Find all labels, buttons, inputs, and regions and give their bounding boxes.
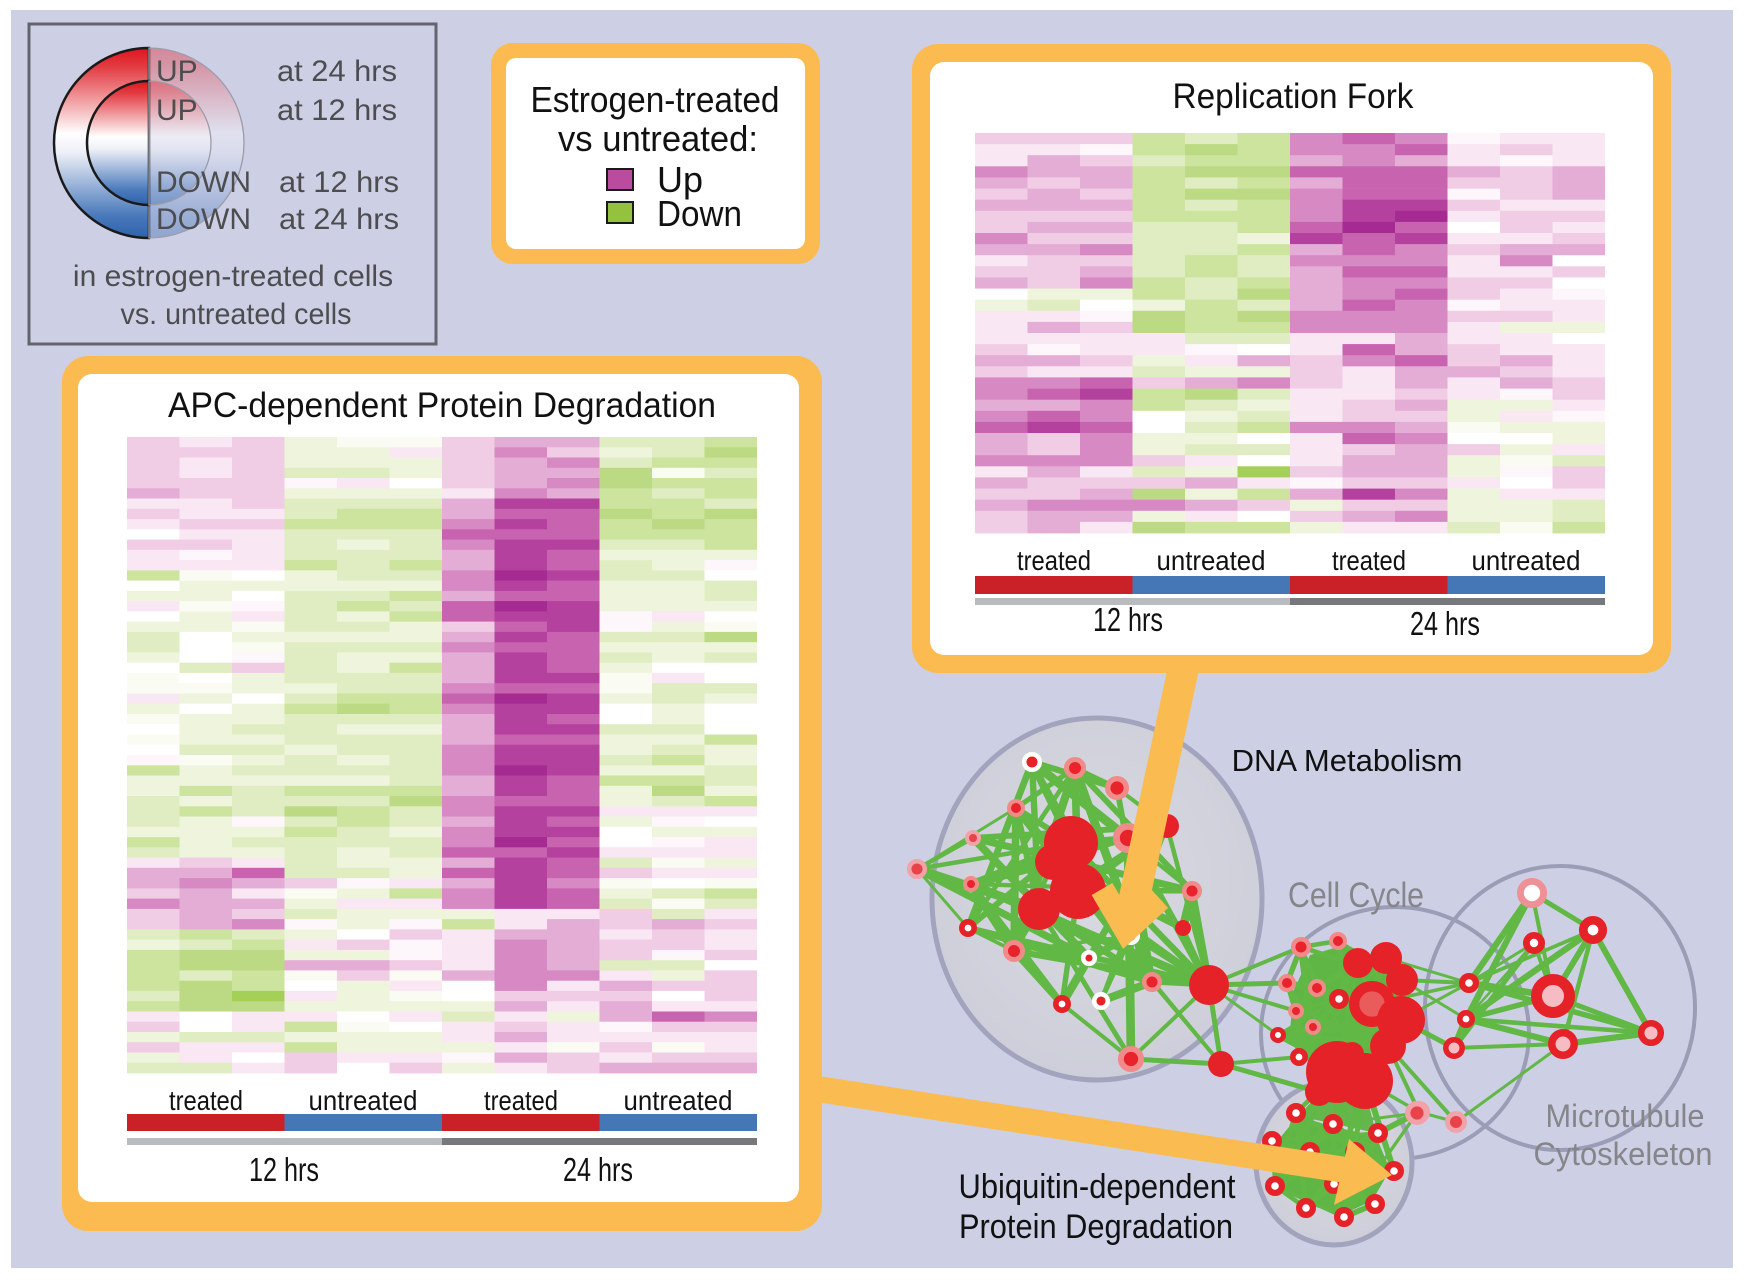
svg-text:vs. untreated cells: vs. untreated cells <box>121 298 352 331</box>
svg-text:treated: treated <box>1332 545 1406 576</box>
svg-text:Replication Fork: Replication Fork <box>1173 77 1414 116</box>
svg-text:Ubiquitin-dependent: Ubiquitin-dependent <box>959 1168 1237 1206</box>
svg-text:untreated: untreated <box>309 1085 418 1116</box>
svg-text:12 hrs: 12 hrs <box>1093 601 1163 638</box>
svg-text:Cell Cycle: Cell Cycle <box>1288 876 1424 915</box>
svg-text:untreated: untreated <box>624 1085 733 1116</box>
svg-text:at 24 hrs: at 24 hrs <box>277 55 397 88</box>
svg-text:DOWN: DOWN <box>156 166 251 199</box>
svg-text:UP: UP <box>156 94 198 127</box>
svg-text:treated: treated <box>169 1085 243 1116</box>
svg-text:Estrogen-treated: Estrogen-treated <box>531 79 780 120</box>
svg-text:in estrogen-treated cells: in estrogen-treated cells <box>73 260 393 293</box>
svg-text:12 hrs: 12 hrs <box>249 1151 319 1188</box>
svg-text:Protein Degradation: Protein Degradation <box>959 1208 1233 1246</box>
svg-text:24 hrs: 24 hrs <box>563 1151 633 1188</box>
svg-text:untreated: untreated <box>1157 545 1266 576</box>
svg-text:Up: Up <box>657 159 703 200</box>
svg-text:Cytoskeleton: Cytoskeleton <box>1534 1136 1713 1172</box>
svg-text:treated: treated <box>484 1085 558 1116</box>
svg-text:APC-dependent Protein Degradat: APC-dependent Protein Degradation <box>168 386 716 425</box>
svg-text:untreated: untreated <box>1472 545 1581 576</box>
svg-text:DNA Metabolism: DNA Metabolism <box>1232 743 1463 778</box>
svg-text:24 hrs: 24 hrs <box>1410 605 1480 642</box>
svg-text:at 12 hrs: at 12 hrs <box>277 94 397 127</box>
svg-text:Down: Down <box>657 193 742 234</box>
svg-text:UP: UP <box>156 55 198 88</box>
svg-text:treated: treated <box>1017 545 1091 576</box>
svg-text:at 24 hrs: at 24 hrs <box>279 203 399 236</box>
svg-text:at 12 hrs: at 12 hrs <box>279 166 399 199</box>
svg-text:vs untreated:: vs untreated: <box>558 118 758 159</box>
svg-text:DOWN: DOWN <box>156 203 251 236</box>
svg-text:Microtubule: Microtubule <box>1546 1098 1705 1134</box>
